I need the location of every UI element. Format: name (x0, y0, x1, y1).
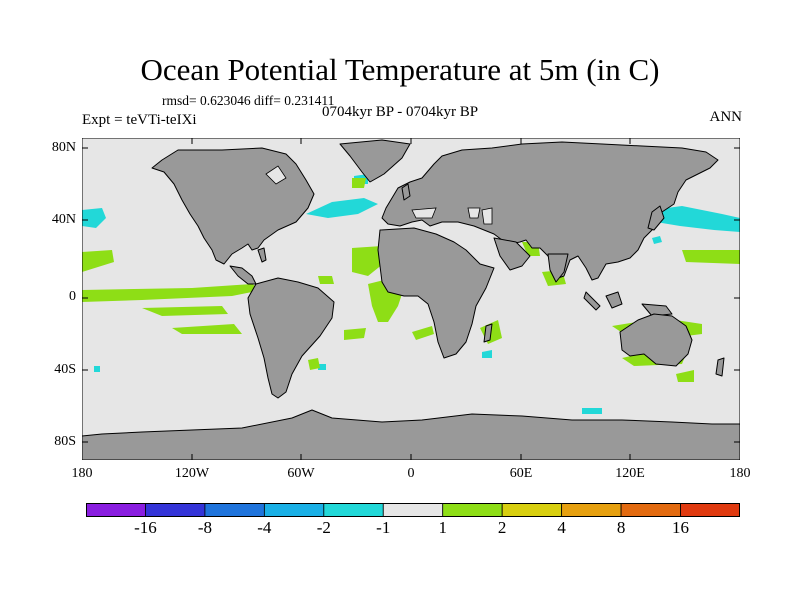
new-zealand (715, 357, 725, 377)
colorbar-swatch (86, 503, 146, 517)
experiment-label: Expt = teVTi-teIXi (82, 112, 197, 128)
axis-ticks (82, 138, 740, 460)
borneo (605, 291, 623, 309)
inland-waters (265, 165, 493, 225)
colorbar (86, 503, 740, 517)
sumatra (583, 291, 601, 311)
x-tick-label: 0 (407, 466, 415, 481)
y-tick-label: 40S (54, 362, 76, 377)
greenland (339, 139, 411, 183)
colorbar-swatch (204, 503, 265, 517)
arabia (493, 237, 531, 271)
colorbar-swatch (501, 503, 563, 517)
x-tick-label: 60W (287, 466, 315, 481)
x-tick-label: 180 (71, 466, 93, 481)
world-map (82, 138, 740, 460)
colorbar-swatch (145, 503, 206, 517)
colorbar-swatch (620, 503, 681, 517)
antarctica (82, 409, 740, 460)
colorbar-label: 4 (557, 518, 566, 537)
madagascar (483, 323, 493, 343)
colorbar-label: -16 (134, 518, 157, 537)
great-britain (401, 183, 411, 201)
x-tick-label: 120E (615, 466, 645, 481)
india (547, 253, 569, 283)
africa (377, 227, 495, 359)
colorbar-label: -4 (257, 518, 272, 537)
colorbar-label: 8 (616, 518, 626, 537)
season-label: ANN (709, 109, 743, 125)
colorbar-swatch (263, 503, 325, 517)
map-title: Ocean Potential Temperature at 5m (in C) (140, 52, 660, 87)
florida (257, 247, 267, 263)
colorbar-swatch (382, 503, 444, 517)
y-tick-label: 80N (51, 140, 76, 155)
cool-anomaly-regions (82, 174, 740, 414)
colorbar-label: -8 (197, 518, 212, 537)
colorbar-label: 16 (672, 518, 690, 537)
y-tick-label: 80S (54, 434, 76, 449)
x-tick-label: 180 (729, 466, 751, 481)
y-tick-label: 40N (51, 212, 76, 227)
colorbar-swatch (561, 503, 622, 517)
australia (619, 313, 693, 367)
colorbar-swatch (680, 503, 740, 517)
x-tick-label: 60E (509, 466, 533, 481)
south-america (247, 277, 335, 399)
colorbar-label: -1 (376, 518, 391, 537)
colorbar-label: 2 (497, 518, 507, 537)
x-tick-label: 120W (174, 466, 210, 481)
japan (647, 205, 665, 231)
colorbar-swatch (442, 503, 503, 517)
colorbar-swatch (323, 503, 384, 517)
eurasia (381, 141, 719, 281)
colorbar-label: 1 (438, 518, 447, 537)
y-tick-label: 0 (69, 289, 76, 304)
colorbar-label: -2 (316, 518, 331, 537)
stats-text: rmsd= 0.623046 diff= 0.231411 (162, 93, 335, 108)
new-guinea (641, 303, 673, 317)
period-label: 0704kyr BP - 0704kyr BP (322, 104, 479, 120)
